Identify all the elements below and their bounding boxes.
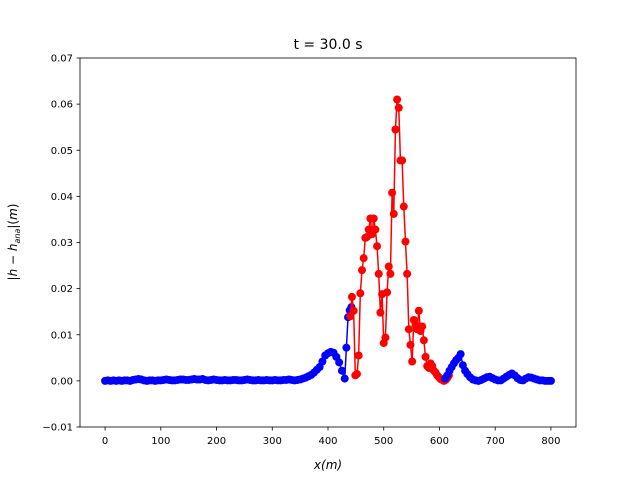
data-point [356, 289, 365, 298]
data-point [401, 237, 410, 246]
data-point [371, 225, 380, 234]
chart-title: t = 30.0 s [293, 37, 362, 53]
data-point [359, 254, 368, 263]
data-point [335, 358, 344, 367]
y-tick-label: 0.00 [51, 376, 73, 387]
data-point [342, 343, 351, 352]
data-point [456, 350, 465, 359]
x-tick-label: 100 [151, 436, 170, 447]
data-point [374, 269, 383, 278]
data-point [318, 357, 327, 366]
data-point [386, 269, 395, 278]
data-point [394, 103, 403, 112]
x-axis-label: x(m) [313, 458, 342, 472]
data-point [381, 333, 390, 342]
data-point [398, 156, 407, 165]
data-point [337, 366, 346, 375]
data-point [358, 266, 366, 275]
data-point [403, 269, 412, 278]
data-point [340, 374, 349, 383]
x-tick-label: 0 [102, 436, 108, 447]
data-point [352, 369, 361, 378]
data-point [373, 242, 382, 251]
data-point [414, 306, 423, 315]
data-point [406, 340, 415, 349]
y-tick-label: −0.01 [42, 423, 73, 434]
data-point [399, 202, 408, 211]
data-point [384, 262, 393, 271]
data-point [404, 325, 413, 334]
data-point [376, 308, 385, 317]
x-tick-label: 800 [541, 436, 560, 447]
x-tick-label: 700 [486, 436, 505, 447]
x-axis: 0 100 200 300 400 500 600 700 800 [102, 427, 560, 447]
data-point [408, 357, 417, 366]
series-layer [101, 95, 555, 385]
data-point [393, 95, 402, 104]
data-point [418, 322, 427, 331]
y-tick-label: 0.05 [51, 146, 73, 157]
x-tick-label: 300 [263, 436, 282, 447]
y-tick-label: 0.03 [51, 238, 73, 249]
data-point [347, 292, 356, 301]
x-tick-label: 600 [430, 436, 449, 447]
y-tick-label: 0.04 [51, 192, 73, 203]
data-point [546, 376, 555, 385]
x-tick-label: 500 [374, 436, 393, 447]
series-2 [441, 350, 555, 385]
data-point [421, 352, 430, 361]
data-point [419, 336, 428, 345]
data-point [383, 288, 392, 297]
data-point [388, 188, 397, 197]
data-point [369, 214, 378, 223]
y-tick-label: 0.01 [51, 330, 73, 341]
y-axis-label: |h − hana|(m) [6, 204, 22, 281]
data-point [389, 209, 398, 218]
y-tick-label: 0.06 [51, 100, 73, 111]
x-tick-label: 400 [318, 436, 337, 447]
data-point [391, 125, 400, 134]
data-point [349, 306, 358, 315]
data-point [354, 351, 363, 360]
x-tick-label: 200 [207, 436, 226, 447]
y-tick-label: 0.07 [51, 54, 73, 65]
y-axis: −0.01 0.00 0.01 0.02 0.03 0.04 0.05 0.06 0.07 [42, 54, 80, 434]
y-tick-label: 0.02 [51, 284, 73, 295]
